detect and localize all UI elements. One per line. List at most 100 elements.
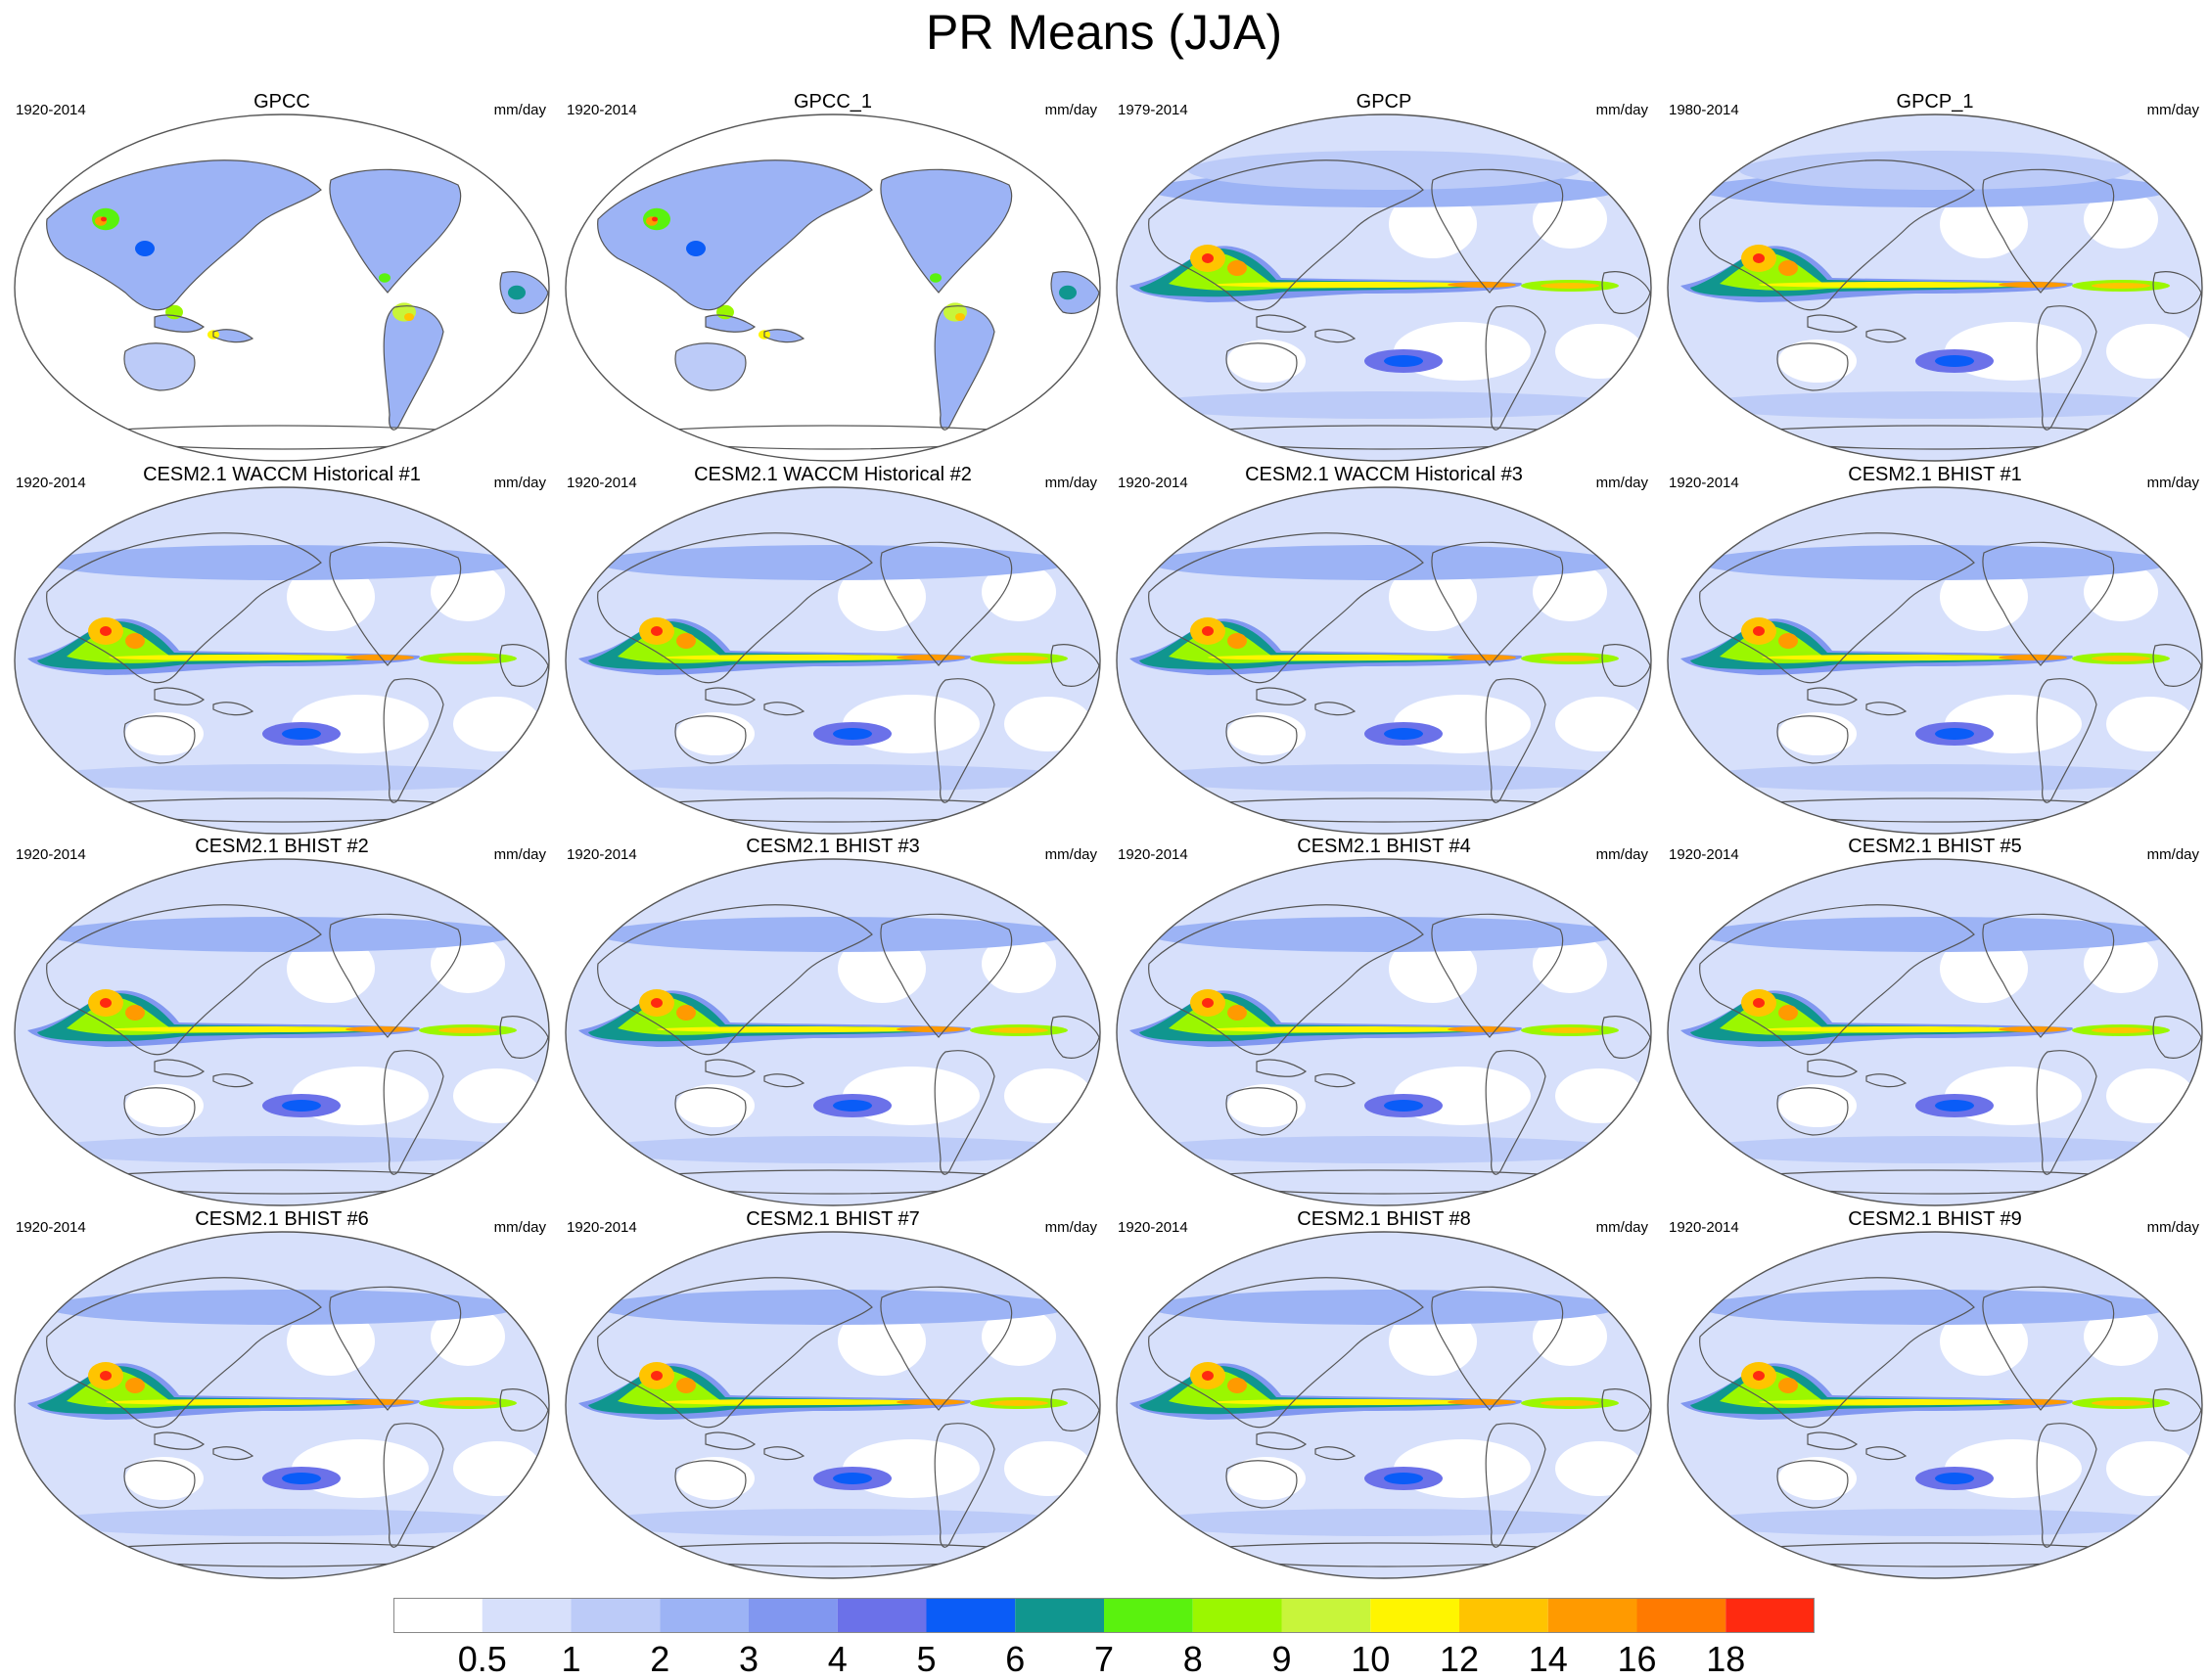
colorbar-tick-label: 2 <box>650 1639 670 1679</box>
map-panel: GPCP_1 1980-2014 mm/day <box>1661 90 2208 462</box>
colorbar-tick-label: 9 <box>1271 1639 1292 1679</box>
panel-units: mm/day <box>1595 1219 1648 1236</box>
map-panel: CESM2.1 BHIST #3 1920-2014 mm/day <box>559 835 1107 1206</box>
precipitation-map <box>1116 858 1652 1206</box>
panel-period: 1920-2014 <box>1669 1219 1739 1236</box>
map-panel: CESM2.1 BHIST #2 1920-2014 mm/day <box>8 835 556 1206</box>
precipitation-map <box>1116 1231 1652 1579</box>
colorbar-tick-label: 1 <box>561 1639 581 1679</box>
precipitation-map <box>565 858 1101 1206</box>
panel-period: 1920-2014 <box>1118 1219 1188 1236</box>
panel-title: CESM2.1 BHIST #6 <box>195 1208 369 1230</box>
map-panel: GPCC 1920-2014 mm/day <box>8 90 556 462</box>
panel-units: mm/day <box>1044 102 1097 118</box>
precipitation-map <box>1116 114 1652 462</box>
panel-units: mm/day <box>1595 475 1648 491</box>
map-panel: CESM2.1 BHIST #6 1920-2014 mm/day <box>8 1207 556 1579</box>
panel-units: mm/day <box>1044 1219 1097 1236</box>
panel-title: CESM2.1 BHIST #5 <box>1848 836 2022 857</box>
panel-units: mm/day <box>2146 475 2199 491</box>
colorbar-swatch <box>1104 1598 1193 1633</box>
precipitation-map <box>1667 1231 2203 1579</box>
panel-units: mm/day <box>2146 102 2199 118</box>
panel-period: 1920-2014 <box>567 1219 637 1236</box>
map-panel: CESM2.1 BHIST #9 1920-2014 mm/day <box>1661 1207 2208 1579</box>
panel-units: mm/day <box>493 846 546 863</box>
panel-title: CESM2.1 WACCM Historical #1 <box>143 464 421 485</box>
map-panel: GPCP 1979-2014 mm/day <box>1110 90 1658 462</box>
panel-units: mm/day <box>1595 102 1648 118</box>
colorbar-swatch <box>393 1598 483 1633</box>
precipitation-map <box>565 486 1101 835</box>
panel-title: CESM2.1 BHIST #9 <box>1848 1208 2022 1230</box>
colorbar-tick-label: 10 <box>1351 1639 1391 1679</box>
panel-title: CESM2.1 WACCM Historical #3 <box>1245 464 1523 485</box>
precipitation-map <box>14 858 550 1206</box>
precipitation-map <box>14 486 550 835</box>
colorbar-swatch <box>482 1598 572 1633</box>
map-panel: CESM2.1 WACCM Historical #2 1920-2014 mm/d… <box>559 463 1107 835</box>
colorbar-tick-label: 0.5 <box>457 1639 507 1679</box>
map-panel: CESM2.1 BHIST #1 1920-2014 mm/day <box>1661 463 2208 835</box>
panel-period: 1980-2014 <box>1669 102 1739 118</box>
figure-title: PR Means (JJA) <box>926 5 1282 60</box>
map-panel: CESM2.1 BHIST #5 1920-2014 mm/day <box>1661 835 2208 1206</box>
colorbar-swatch <box>1370 1598 1459 1633</box>
map-panel: CESM2.1 BHIST #7 1920-2014 mm/day <box>559 1207 1107 1579</box>
colorbar-tick-label: 4 <box>827 1639 848 1679</box>
colorbar-swatch <box>1636 1598 1726 1633</box>
panel-period: 1920-2014 <box>16 102 86 118</box>
panel-title: GPCP_1 <box>1896 91 1974 113</box>
precipitation-map <box>14 1231 550 1579</box>
panel-title: CESM2.1 BHIST #1 <box>1848 464 2022 485</box>
map-panel: GPCC_1 1920-2014 mm/day <box>559 90 1107 462</box>
panel-period: 1920-2014 <box>567 475 637 491</box>
precipitation-map <box>1667 486 2203 835</box>
colorbar-tick-label: 3 <box>738 1639 759 1679</box>
colorbar-swatch <box>1281 1598 1371 1633</box>
colorbar-swatch <box>1547 1598 1637 1633</box>
map-panel: CESM2.1 WACCM Historical #1 1920-2014 mm/d… <box>8 463 556 835</box>
panel-period: 1920-2014 <box>16 846 86 863</box>
colorbar-swatch <box>837 1598 927 1633</box>
colorbar-swatch <box>571 1598 661 1633</box>
colorbar-swatch <box>749 1598 838 1633</box>
colorbar-tick-label: 7 <box>1093 1639 1115 1679</box>
panel-units: mm/day <box>2146 1219 2199 1236</box>
panel-title: CESM2.1 BHIST #8 <box>1297 1208 1471 1230</box>
precipitation-map <box>565 114 1101 462</box>
precipitation-map <box>1667 114 2203 462</box>
colorbar-tick-label: 12 <box>1439 1639 1480 1679</box>
colorbar-swatch <box>1459 1598 1548 1633</box>
colorbar-swatch <box>660 1598 749 1633</box>
precipitation-map <box>1667 858 2203 1206</box>
panel-units: mm/day <box>2146 846 2199 863</box>
colorbar-swatch <box>926 1598 1016 1633</box>
panel-title: CESM2.1 BHIST #4 <box>1297 836 1471 857</box>
panel-period: 1920-2014 <box>16 1219 86 1236</box>
map-panel: CESM2.1 BHIST #4 1920-2014 mm/day <box>1110 835 1658 1206</box>
panel-period: 1920-2014 <box>567 846 637 863</box>
colorbar-tick-label: 18 <box>1706 1639 1746 1679</box>
map-panel: CESM2.1 WACCM Historical #3 1920-2014 mm/d… <box>1110 463 1658 835</box>
panel-period: 1920-2014 <box>1118 475 1188 491</box>
panel-period: 1920-2014 <box>567 102 637 118</box>
colorbar-tick-label: 16 <box>1617 1639 1657 1679</box>
colorbar-tick-label: 8 <box>1182 1639 1203 1679</box>
panel-units: mm/day <box>493 102 546 118</box>
colorbar-swatch <box>1015 1598 1104 1633</box>
precipitation-map <box>1116 486 1652 835</box>
panel-title: GPCC_1 <box>793 91 873 113</box>
colorbar-tick-label: 14 <box>1528 1639 1568 1679</box>
precipitation-map <box>565 1231 1101 1579</box>
panel-units: mm/day <box>1595 846 1648 863</box>
panel-period: 1920-2014 <box>1118 846 1188 863</box>
panel-units: mm/day <box>1044 475 1097 491</box>
panel-units: mm/day <box>1044 846 1097 863</box>
panel-units: mm/day <box>493 1219 546 1236</box>
panel-period: 1920-2014 <box>1669 846 1739 863</box>
map-panel: CESM2.1 BHIST #8 1920-2014 mm/day <box>1110 1207 1658 1579</box>
panel-title: CESM2.1 BHIST #2 <box>195 836 369 857</box>
colorbar-tick-label: 5 <box>916 1639 937 1679</box>
panel-period: 1920-2014 <box>16 475 86 491</box>
